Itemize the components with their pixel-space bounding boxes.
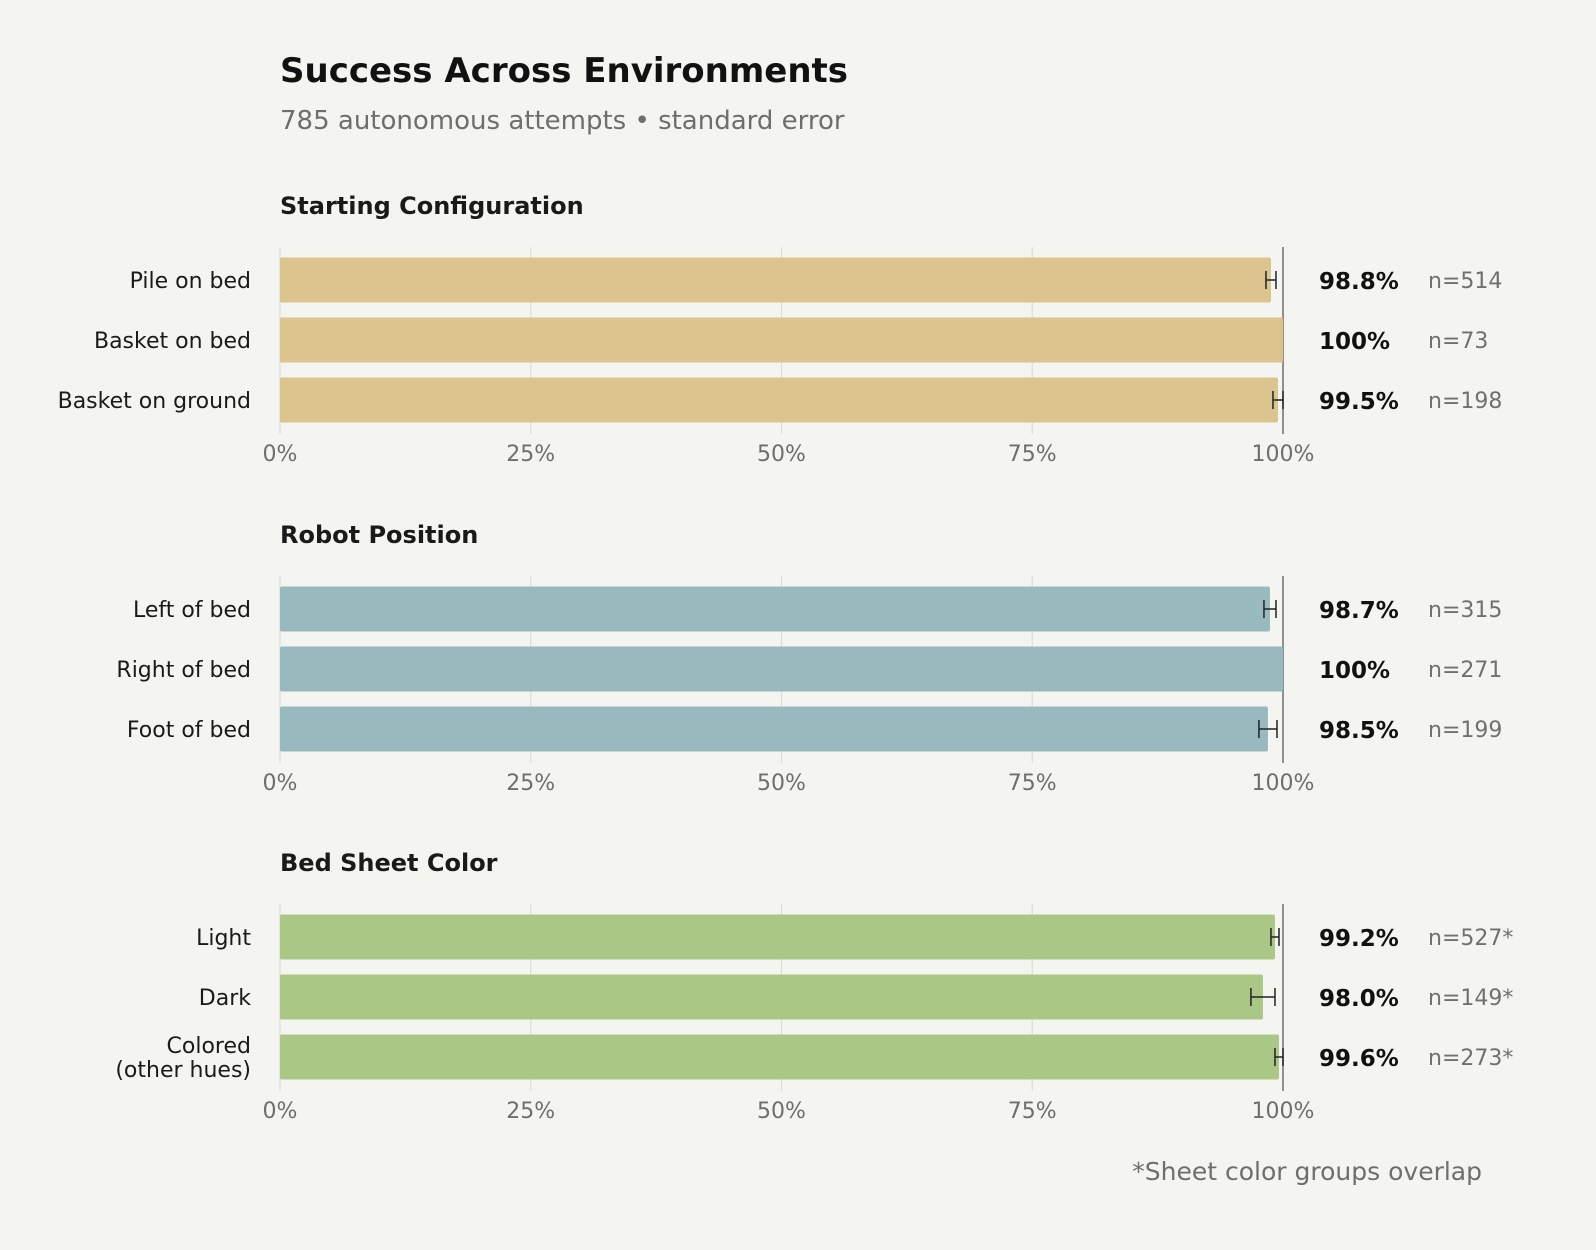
value-label: 99.2% xyxy=(1319,926,1399,952)
value-label: 100% xyxy=(1319,329,1390,355)
x-tick-label: 100% xyxy=(1252,442,1315,467)
x-tick-label: 25% xyxy=(506,1099,555,1124)
value-label: 99.6% xyxy=(1319,1046,1399,1072)
x-tick-label: 75% xyxy=(1008,442,1057,467)
x-tick-label: 0% xyxy=(263,442,298,467)
footnote: *Sheet color groups overlap xyxy=(1132,1157,1482,1186)
category-label: Light xyxy=(196,926,251,951)
bar xyxy=(280,706,1268,752)
bar xyxy=(280,586,1270,632)
value-label: 98.5% xyxy=(1319,718,1399,744)
value-label: 98.0% xyxy=(1319,986,1399,1012)
bar xyxy=(280,646,1283,692)
x-tick-label: 100% xyxy=(1252,1099,1315,1124)
value-label: 99.5% xyxy=(1319,389,1399,415)
chart-panel: Robot Position Left of bed 98.7% n=315 Right… xyxy=(116,521,1502,796)
category-label: Foot of bed xyxy=(127,718,251,743)
panel-title: Bed Sheet Color xyxy=(280,849,498,877)
bar xyxy=(280,1034,1279,1080)
category-label: Colored (other hues) xyxy=(115,1034,251,1083)
value-label: 98.8% xyxy=(1319,269,1399,295)
n-label: n=315 xyxy=(1428,598,1502,623)
bar xyxy=(280,974,1263,1020)
x-tick-label: 100% xyxy=(1252,771,1315,796)
value-label: 98.7% xyxy=(1319,598,1399,624)
category-label: Basket on bed xyxy=(94,329,251,354)
category-label: Right of bed xyxy=(116,658,251,683)
n-label: n=271 xyxy=(1428,658,1502,683)
category-label-line: Colored xyxy=(167,1034,251,1059)
x-tick-label: 75% xyxy=(1008,1099,1057,1124)
bar xyxy=(280,377,1278,423)
category-label: Left of bed xyxy=(133,598,251,623)
category-label: Pile on bed xyxy=(130,269,251,294)
n-label: n=149* xyxy=(1428,986,1513,1011)
bar xyxy=(280,317,1283,363)
x-tick-label: 50% xyxy=(757,771,806,796)
x-tick-label: 25% xyxy=(506,442,555,467)
chart-title: Success Across Environments xyxy=(280,51,848,91)
panel-title: Robot Position xyxy=(280,521,478,549)
category-label: Basket on ground xyxy=(58,389,251,414)
x-tick-label: 50% xyxy=(757,442,806,467)
chart-panel: Bed Sheet Color Light 99.2% n=527* Dark 98.0%… xyxy=(115,849,1513,1124)
n-label: n=73 xyxy=(1428,329,1488,354)
bar xyxy=(280,914,1275,960)
bar xyxy=(280,257,1271,303)
n-label: n=199 xyxy=(1428,718,1502,743)
x-tick-label: 0% xyxy=(263,1099,298,1124)
chart-subtitle: 785 autonomous attempts • standard error xyxy=(280,106,845,136)
n-label: n=198 xyxy=(1428,389,1502,414)
chart-panels: Starting Configuration Pile on bed 98.8% n=… xyxy=(58,192,1514,1124)
n-label: n=514 xyxy=(1428,269,1502,294)
x-tick-label: 0% xyxy=(263,771,298,796)
n-label: n=273* xyxy=(1428,1046,1513,1071)
panel-title: Starting Configuration xyxy=(280,192,584,220)
value-label: 100% xyxy=(1319,658,1390,684)
x-tick-label: 25% xyxy=(506,771,555,796)
n-label: n=527* xyxy=(1428,926,1513,951)
x-tick-label: 50% xyxy=(757,1099,806,1124)
category-label-line: (other hues) xyxy=(115,1058,251,1083)
x-tick-label: 75% xyxy=(1008,771,1057,796)
category-label: Dark xyxy=(199,986,251,1011)
chart-panel: Starting Configuration Pile on bed 98.8% n=… xyxy=(58,192,1503,467)
